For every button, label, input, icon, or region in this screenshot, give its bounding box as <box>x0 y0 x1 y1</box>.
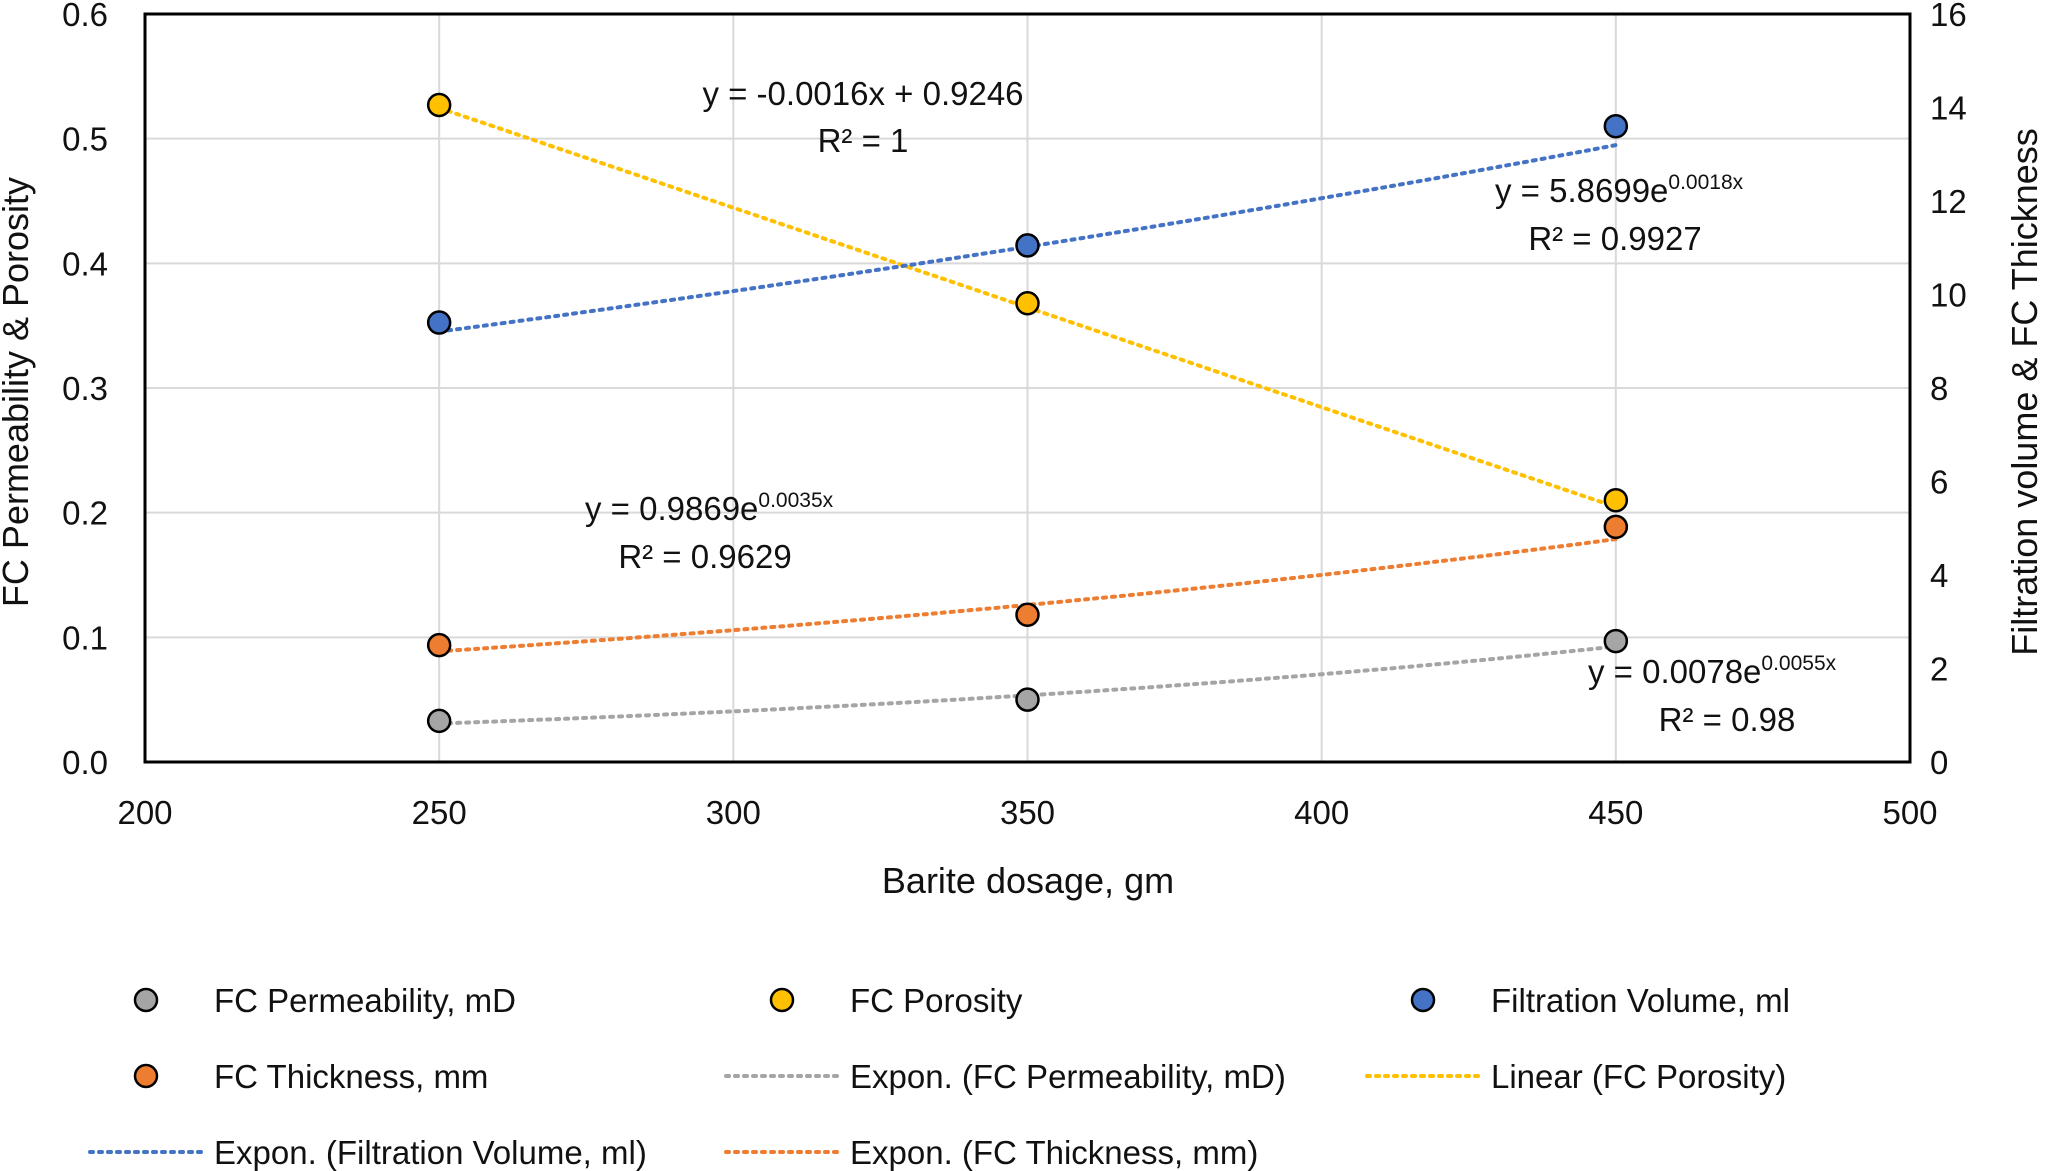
legend-label: FC Permeability, mD <box>214 982 516 1019</box>
data-point <box>1603 487 1629 513</box>
x-tick-label: 500 <box>1882 794 1937 831</box>
data-points <box>426 92 1629 734</box>
permeability-r2-text: R² = 0.98 <box>1659 701 1796 738</box>
trendline <box>437 537 1618 654</box>
filtration-equation-exponent: 0.0018x <box>1668 171 1743 194</box>
data-point <box>1015 602 1040 627</box>
y2-tick-label: 0 <box>1930 744 1948 781</box>
y2-tick-label: 10 <box>1930 277 1967 314</box>
legend-label: FC Thickness, mm <box>214 1058 488 1095</box>
y-tick-labels: 0.0 0.1 0.2 0.3 0.4 0.5 0.6 <box>62 0 108 781</box>
legend-marker <box>1410 987 1436 1013</box>
thickness-equation-exponent: 0.0035x <box>758 489 833 512</box>
x-tick-label: 200 <box>117 794 172 831</box>
x-tick-label: 400 <box>1294 794 1349 831</box>
x-tick-label: 250 <box>412 794 467 831</box>
plot-area-frame <box>143 12 1912 764</box>
legend-label: FC Porosity <box>850 982 1023 1019</box>
y-tick-label: 0.1 <box>62 619 108 656</box>
thickness-equation-base: y = 0.9869e <box>585 490 758 527</box>
porosity-r2-text: R² = 1 <box>818 122 909 159</box>
legend-marker <box>133 987 159 1013</box>
data-point <box>1015 290 1040 316</box>
data-point <box>1015 233 1040 258</box>
data-point <box>1603 113 1629 139</box>
filtration-equation-text: y = 5.8699e0.0018x <box>1495 171 1744 209</box>
x-axis-title: Barite dosage, gm <box>882 860 1174 901</box>
gridlines <box>144 13 1911 763</box>
y2-tick-label: 6 <box>1930 464 1948 501</box>
data-point <box>1603 514 1629 540</box>
legend: FC Permeability, mD FC Porosity Filtration… <box>88 982 1790 1171</box>
y-tick-label: 0.3 <box>62 370 108 407</box>
filtration-equation-base: y = 5.8699e <box>1495 172 1668 209</box>
y2-tick-label: 4 <box>1930 557 1948 594</box>
x-tick-label: 350 <box>1000 794 1055 831</box>
data-point <box>426 708 452 734</box>
permeability-equation: y = 0.0078e0.0055x R² = 0.98 <box>1588 652 1837 738</box>
x-tick-label: 300 <box>706 794 761 831</box>
porosity-equation: y = -0.0016x + 0.9246 R² = 1 <box>702 75 1023 159</box>
y2-tick-label: 14 <box>1930 90 1967 127</box>
thickness-r2-text: R² = 0.9629 <box>618 538 791 575</box>
filtration-r2-text: R² = 0.9927 <box>1528 220 1701 257</box>
data-point <box>426 632 452 658</box>
y-tick-label: 0.2 <box>62 495 108 532</box>
y2-axis-title: Filtration volume & FC Thickness <box>2004 128 2045 656</box>
y2-tick-label: 2 <box>1930 651 1948 688</box>
y2-tick-labels: 0 2 4 6 8 10 12 14 16 <box>1930 0 1967 781</box>
y-tick-label: 0.4 <box>62 245 108 282</box>
legend-label: Expon. (FC Thickness, mm) <box>850 1134 1258 1171</box>
legend-label: Linear (FC Porosity) <box>1491 1058 1786 1095</box>
x-tick-label: 450 <box>1588 794 1643 831</box>
permeability-equation-base: y = 0.0078e <box>1588 653 1761 690</box>
y2-tick-label: 8 <box>1930 370 1948 407</box>
y-tick-label: 0.0 <box>62 744 108 781</box>
data-point <box>426 92 452 118</box>
y2-tick-label: 12 <box>1930 183 1967 220</box>
permeability-equation-text: y = 0.0078e0.0055x <box>1588 652 1837 690</box>
legend-label: Expon. (FC Permeability, mD) <box>850 1058 1286 1095</box>
thickness-equation: y = 0.9869e0.0035x R² = 0.9629 <box>585 489 834 575</box>
data-point <box>1015 687 1040 712</box>
data-point <box>1603 628 1629 654</box>
legend-label: Filtration Volume, ml <box>1491 982 1790 1019</box>
thickness-equation-text: y = 0.9869e0.0035x <box>585 489 834 527</box>
legend-marker <box>769 987 795 1013</box>
y2-tick-label: 16 <box>1930 0 1967 33</box>
data-point <box>426 310 452 335</box>
porosity-equation-text: y = -0.0016x + 0.9246 <box>702 75 1023 112</box>
permeability-equation-exponent: 0.0055x <box>1761 652 1836 675</box>
y-axis-title: FC Permeability & Porosity <box>0 177 36 607</box>
filtration-equation: y = 5.8699e0.0018x R² = 0.9927 <box>1495 171 1744 257</box>
y-tick-label: 0.6 <box>62 0 108 33</box>
legend-marker <box>133 1063 159 1089</box>
legend-label: Expon. (Filtration Volume, ml) <box>214 1134 647 1171</box>
x-tick-labels: 200 250 300 350 400 450 500 <box>117 794 1937 831</box>
y-tick-label: 0.5 <box>62 121 108 158</box>
